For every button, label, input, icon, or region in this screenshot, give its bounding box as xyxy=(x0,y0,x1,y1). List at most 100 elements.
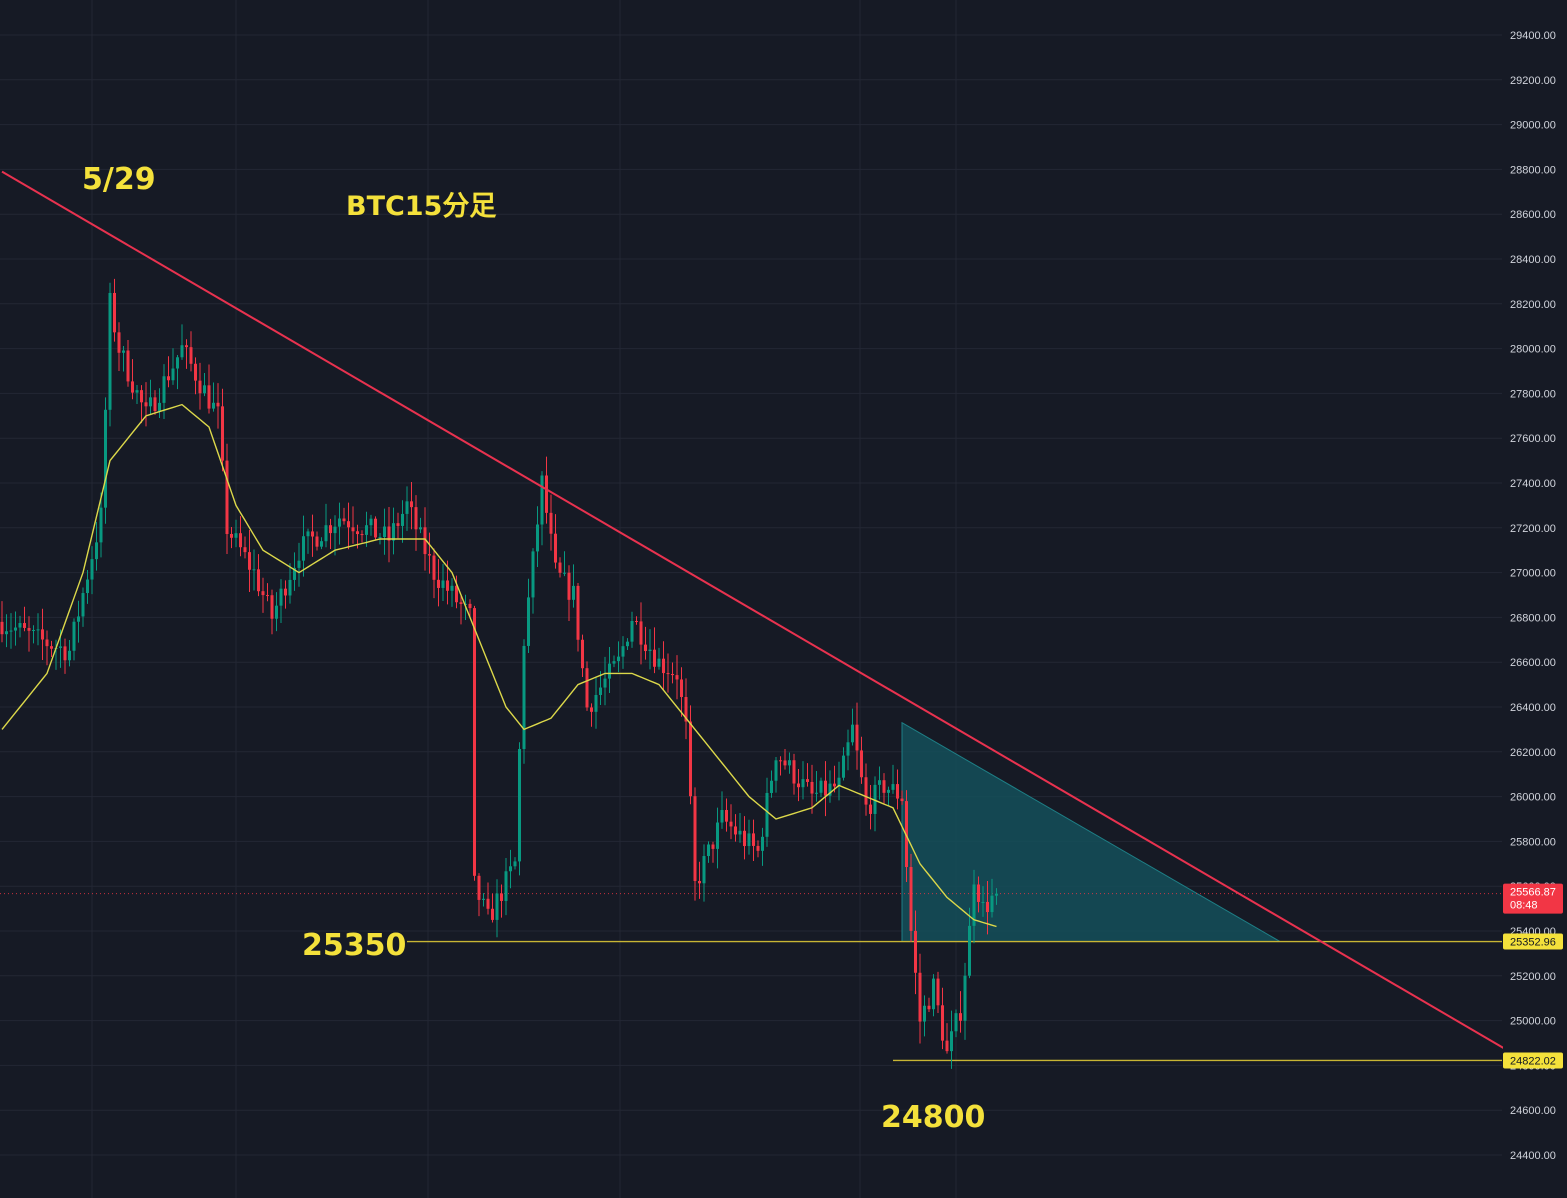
candle-body xyxy=(729,821,733,827)
candle-body xyxy=(59,646,62,648)
price-level-label: 24822.02 xyxy=(1510,1055,1556,1067)
candle-body xyxy=(788,760,791,766)
candle-body xyxy=(234,533,238,538)
candle-body xyxy=(68,650,71,661)
candle-body xyxy=(459,602,463,605)
candle-body xyxy=(945,1040,949,1052)
candle-body xyxy=(707,844,710,857)
candle-body xyxy=(558,562,562,573)
candle-body xyxy=(140,390,143,403)
candle-body xyxy=(365,525,368,535)
candle-body xyxy=(428,554,431,556)
candle-body xyxy=(738,830,742,835)
candle-body xyxy=(909,867,913,931)
candle-body xyxy=(792,760,796,784)
candle-body xyxy=(14,627,17,631)
axis-tick-label: 25200.00 xyxy=(1510,971,1556,983)
candle-body xyxy=(770,780,773,793)
grid-layer xyxy=(0,0,1502,1198)
axis-tick-label: 24400.00 xyxy=(1510,1150,1556,1162)
candle-body xyxy=(612,661,616,664)
candle-body xyxy=(333,526,337,534)
candle-body xyxy=(306,531,310,537)
candle-body xyxy=(216,402,220,407)
candle-body xyxy=(563,572,566,574)
candle-body xyxy=(473,608,476,876)
candle-body xyxy=(774,760,778,781)
candle-body xyxy=(941,1005,944,1041)
candle-body xyxy=(752,833,755,846)
candle-body xyxy=(293,567,296,580)
candle-body xyxy=(77,616,80,622)
candle-body xyxy=(626,641,629,647)
axis-tick-label: 29200.00 xyxy=(1510,75,1556,87)
candle-body xyxy=(990,895,994,913)
moving-average-line xyxy=(1,403,997,928)
candle-body xyxy=(167,376,170,381)
candle-body xyxy=(135,390,139,393)
candle-body xyxy=(531,551,535,598)
candle-body xyxy=(230,534,233,538)
candle-body xyxy=(225,460,229,535)
candle-body xyxy=(99,507,103,543)
candle-body xyxy=(608,663,611,679)
candle-body xyxy=(414,507,418,530)
candle-body xyxy=(536,524,539,552)
candle-body xyxy=(446,580,449,591)
candle-body xyxy=(153,397,157,412)
candle-body xyxy=(581,639,584,669)
candle-body xyxy=(977,884,980,902)
candle-body xyxy=(932,978,935,1010)
candle-body xyxy=(342,518,346,522)
candle-body xyxy=(0,621,4,635)
candle-body xyxy=(144,402,148,407)
candle-body xyxy=(72,621,76,651)
candle-body xyxy=(131,381,134,393)
axis-tick-label: 29000.00 xyxy=(1510,120,1556,132)
candle-body xyxy=(860,750,863,778)
candle-body xyxy=(891,784,895,790)
candle-body xyxy=(869,804,872,814)
candle-body xyxy=(500,893,503,901)
candle-body xyxy=(495,893,499,920)
price-axis[interactable]: 24400.0024600.0024800.0025000.0025200.00… xyxy=(1503,0,1567,1198)
candle-body xyxy=(572,585,575,600)
axis-tick-label: 28200.00 xyxy=(1510,299,1556,311)
candle-body xyxy=(158,402,161,412)
candle-body xyxy=(95,542,98,560)
candle-body xyxy=(81,593,85,617)
candle-body xyxy=(716,822,719,849)
candle-body xyxy=(828,783,832,796)
candles-layer xyxy=(0,278,998,1069)
candle-body xyxy=(486,898,490,909)
candle-body xyxy=(347,521,350,528)
candle-body xyxy=(270,595,274,619)
candle-body xyxy=(684,697,688,722)
candle-body xyxy=(149,397,152,407)
triangle-zone xyxy=(901,721,1282,943)
candle-body xyxy=(720,809,724,823)
axis-tick-label: 28000.00 xyxy=(1510,344,1556,356)
candle-body xyxy=(212,402,215,409)
moving-average-layer xyxy=(1,403,997,928)
candle-body xyxy=(783,760,787,766)
candle-body xyxy=(189,347,193,364)
candle-body xyxy=(437,579,440,588)
candle-body xyxy=(297,560,301,568)
candle-body xyxy=(491,908,494,920)
candle-body xyxy=(698,880,701,884)
candle-body xyxy=(63,646,67,661)
candle-body xyxy=(18,623,22,628)
candle-body xyxy=(329,525,332,534)
candle-body xyxy=(837,777,841,787)
candle-body xyxy=(797,783,800,788)
axis-tick-label: 26200.00 xyxy=(1510,747,1556,759)
candle-body xyxy=(905,801,908,868)
candle-body xyxy=(824,780,827,796)
candle-body xyxy=(203,385,206,394)
candle-body xyxy=(401,513,404,526)
candle-body xyxy=(972,884,976,926)
candle-body xyxy=(468,603,472,609)
candle-body xyxy=(113,292,116,333)
